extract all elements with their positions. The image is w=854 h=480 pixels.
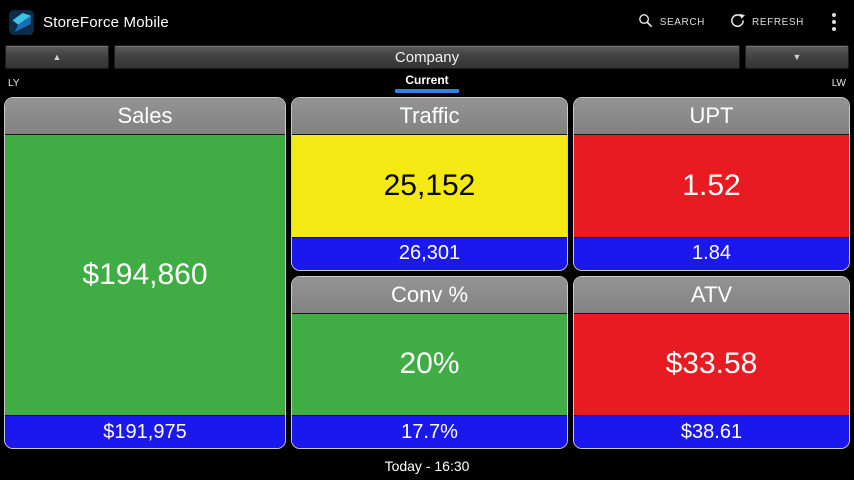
overflow-menu-button[interactable] xyxy=(818,7,846,37)
storeforce-logo-icon xyxy=(8,9,35,36)
kpi-tile-upt[interactable]: UPT 1.52 1.84 xyxy=(573,97,850,271)
refresh-button[interactable]: REFRESH xyxy=(719,4,814,40)
kpi-grid: Traffic 25,152 26,301 UPT 1.52 1.84 Conv… xyxy=(291,97,850,449)
kpi-reference-value: 26,301 xyxy=(292,236,567,270)
scope-selector-row: ▲ Company ▼ xyxy=(0,44,854,71)
kpi-value: 20% xyxy=(292,313,567,415)
top-app-bar: StoreForce Mobile SEARCH xyxy=(0,0,854,44)
kpi-value: 1.52 xyxy=(574,135,849,237)
kpi-value: $194,860 xyxy=(5,135,285,415)
kpi-value: $33.58 xyxy=(574,313,849,415)
next-scope-button[interactable]: ▼ xyxy=(745,45,849,69)
kpi-tile-sales[interactable]: Sales $194,860 $191,975 xyxy=(4,97,286,449)
tab-active-indicator xyxy=(395,89,459,93)
up-triangle-icon: ▲ xyxy=(52,51,62,62)
tab-last-week[interactable]: LW xyxy=(831,78,846,89)
kpi-title: Conv % xyxy=(292,276,567,314)
kpi-tile-conversion[interactable]: Conv % 20% 17.7% xyxy=(291,275,568,449)
tab-current-label: Current xyxy=(405,73,449,87)
search-button-label: SEARCH xyxy=(659,16,706,28)
kpi-title: ATV xyxy=(574,276,849,314)
status-bar: Today - 16:30 xyxy=(0,452,854,480)
refresh-button-label: REFRESH xyxy=(752,16,804,28)
vertical-ellipsis-icon xyxy=(832,13,836,17)
search-button[interactable]: SEARCH xyxy=(627,4,715,40)
tab-current[interactable]: Current xyxy=(395,73,459,93)
app-brand: StoreForce Mobile xyxy=(8,9,169,36)
kpi-tile-traffic[interactable]: Traffic 25,152 26,301 xyxy=(291,97,568,271)
topbar-actions: SEARCH REFRESH xyxy=(627,4,846,40)
kpi-dashboard: Sales $194,860 $191,975 Traffic 25,152 2… xyxy=(0,96,854,452)
kpi-title: UPT xyxy=(574,98,849,135)
app-title: StoreForce Mobile xyxy=(43,13,169,31)
kpi-reference-value: 17.7% xyxy=(292,415,567,448)
kpi-reference-value: 1.84 xyxy=(574,236,849,270)
kpi-tile-atv[interactable]: ATV $33.58 $38.61 xyxy=(573,275,850,449)
scope-selector-label: Company xyxy=(394,48,460,66)
previous-scope-button[interactable]: ▲ xyxy=(5,45,109,69)
kpi-value: 25,152 xyxy=(292,135,567,237)
kpi-reference-value: $38.61 xyxy=(574,415,849,448)
refresh-icon xyxy=(729,12,746,32)
tab-last-year[interactable]: LY xyxy=(8,78,20,89)
search-icon xyxy=(637,12,654,32)
kpi-title: Traffic xyxy=(292,98,567,135)
kpi-title: Sales xyxy=(5,98,285,135)
kpi-reference-value: $191,975 xyxy=(5,415,285,448)
down-triangle-icon: ▼ xyxy=(792,51,802,62)
status-text: Today - 16:30 xyxy=(384,458,470,474)
period-tab-row: LY Current LW xyxy=(0,71,854,96)
scope-selector-button[interactable]: Company xyxy=(114,45,740,69)
